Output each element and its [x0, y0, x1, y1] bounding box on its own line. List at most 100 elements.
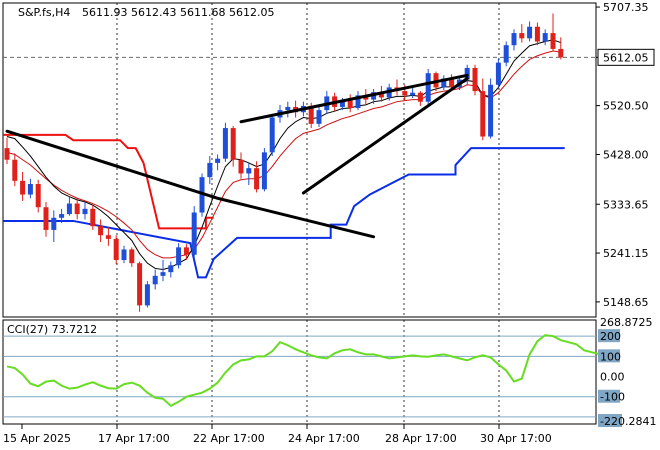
axis-labels: 15 Apr 2025 17 Apr 17:00 22 Apr 17:00 24 Ap…	[3, 1, 656, 445]
trendline	[239, 73, 469, 124]
candle-body	[4, 148, 10, 160]
candle	[82, 201, 88, 220]
x-tick-label: 24 Apr 17:00	[288, 432, 360, 445]
candle-body	[144, 284, 150, 306]
candle	[98, 219, 104, 243]
y-tick-label: 5428.00	[603, 148, 649, 161]
candle	[238, 152, 244, 179]
main-panel-frame	[2, 2, 597, 318]
candle	[347, 94, 353, 113]
candle	[35, 179, 41, 213]
y-tick-label: 5707.35	[603, 1, 649, 14]
y-tick-label: 5612.05	[603, 51, 649, 64]
cci-tick-label: 200	[600, 330, 621, 343]
candle-body	[527, 26, 533, 39]
candle-body	[269, 117, 275, 153]
candle	[261, 148, 267, 192]
candle-body	[534, 26, 540, 42]
candle-body	[137, 263, 143, 306]
candle	[285, 101, 291, 118]
candle-body	[503, 45, 509, 63]
candle	[43, 201, 49, 237]
candle	[27, 178, 33, 199]
candle	[215, 154, 221, 171]
candle-body	[230, 128, 236, 160]
candle-body	[90, 208, 96, 227]
x-tick-label: 17 Apr 17:00	[98, 432, 170, 445]
candle-body	[511, 33, 517, 46]
x-tick-label: 28 Apr 17:00	[385, 432, 457, 445]
candle	[105, 227, 111, 246]
candle-body	[308, 105, 314, 124]
candle-body	[254, 168, 260, 190]
candle-body	[129, 249, 135, 264]
x-tick-label: 22 Apr 17:00	[193, 432, 265, 445]
candle-body	[464, 67, 470, 80]
candle-body	[495, 62, 501, 85]
candle	[425, 68, 431, 105]
candle	[511, 29, 517, 51]
candle-body	[168, 265, 174, 273]
candle	[558, 37, 564, 60]
candle	[74, 198, 80, 220]
candle-body	[355, 95, 361, 109]
cci-panel-frame	[2, 319, 597, 425]
ema-fast-line	[6, 39, 561, 271]
candle	[222, 122, 228, 162]
candle	[542, 29, 548, 46]
candle-body	[82, 208, 88, 215]
candle	[230, 125, 236, 167]
candle	[246, 162, 252, 186]
y-tick-label: 5333.65	[603, 198, 649, 211]
candle-body	[105, 235, 111, 239]
candle	[495, 58, 501, 88]
candle-body	[27, 184, 33, 195]
candle	[168, 261, 174, 278]
candle-body	[66, 203, 72, 215]
candle	[12, 153, 18, 187]
candle	[51, 210, 57, 243]
chart-header-symbol: S&P.fs,H4	[18, 6, 70, 19]
candle	[480, 78, 486, 141]
candle-body	[222, 128, 228, 159]
candle-body	[378, 92, 384, 98]
candle	[90, 205, 96, 230]
candle	[144, 281, 150, 308]
candle-body	[316, 110, 322, 124]
stop-up-line	[3, 147, 565, 279]
candle-body	[215, 158, 221, 163]
cci-tick-label: -220.2841	[600, 415, 656, 428]
ema-slow-line	[6, 50, 561, 259]
candle-body	[542, 33, 548, 42]
cci-tick-label: 100	[600, 350, 621, 363]
candle	[20, 171, 26, 201]
candle	[550, 13, 556, 51]
candle-body	[51, 217, 57, 230]
candle-body	[488, 84, 494, 137]
chart-header-ohlc: 5611.93 5612.43 5611.68 5612.05	[82, 6, 274, 19]
candle-body	[207, 162, 213, 178]
stop-down-line	[3, 133, 214, 230]
time-grid	[116, 3, 500, 424]
candle	[269, 113, 275, 157]
candle-body	[113, 238, 119, 261]
candle	[417, 91, 423, 106]
cci-tick-label: -100	[600, 391, 625, 404]
candle	[534, 22, 540, 46]
cci-level-box	[598, 329, 620, 343]
candle-body	[246, 168, 252, 174]
trendline	[5, 129, 376, 239]
candle-body	[347, 100, 353, 109]
candle	[410, 87, 416, 98]
cci-tick-label: 268.8725	[600, 316, 653, 329]
cci-level-box	[598, 414, 622, 428]
candle-body	[558, 48, 564, 58]
candle	[488, 78, 494, 139]
candle	[527, 21, 533, 42]
candle	[472, 64, 478, 96]
candle	[113, 235, 119, 265]
x-tick-label: 30 Apr 17:00	[480, 432, 552, 445]
candle-body	[98, 226, 104, 236]
cci-level-box	[598, 349, 620, 363]
candle	[4, 137, 10, 164]
